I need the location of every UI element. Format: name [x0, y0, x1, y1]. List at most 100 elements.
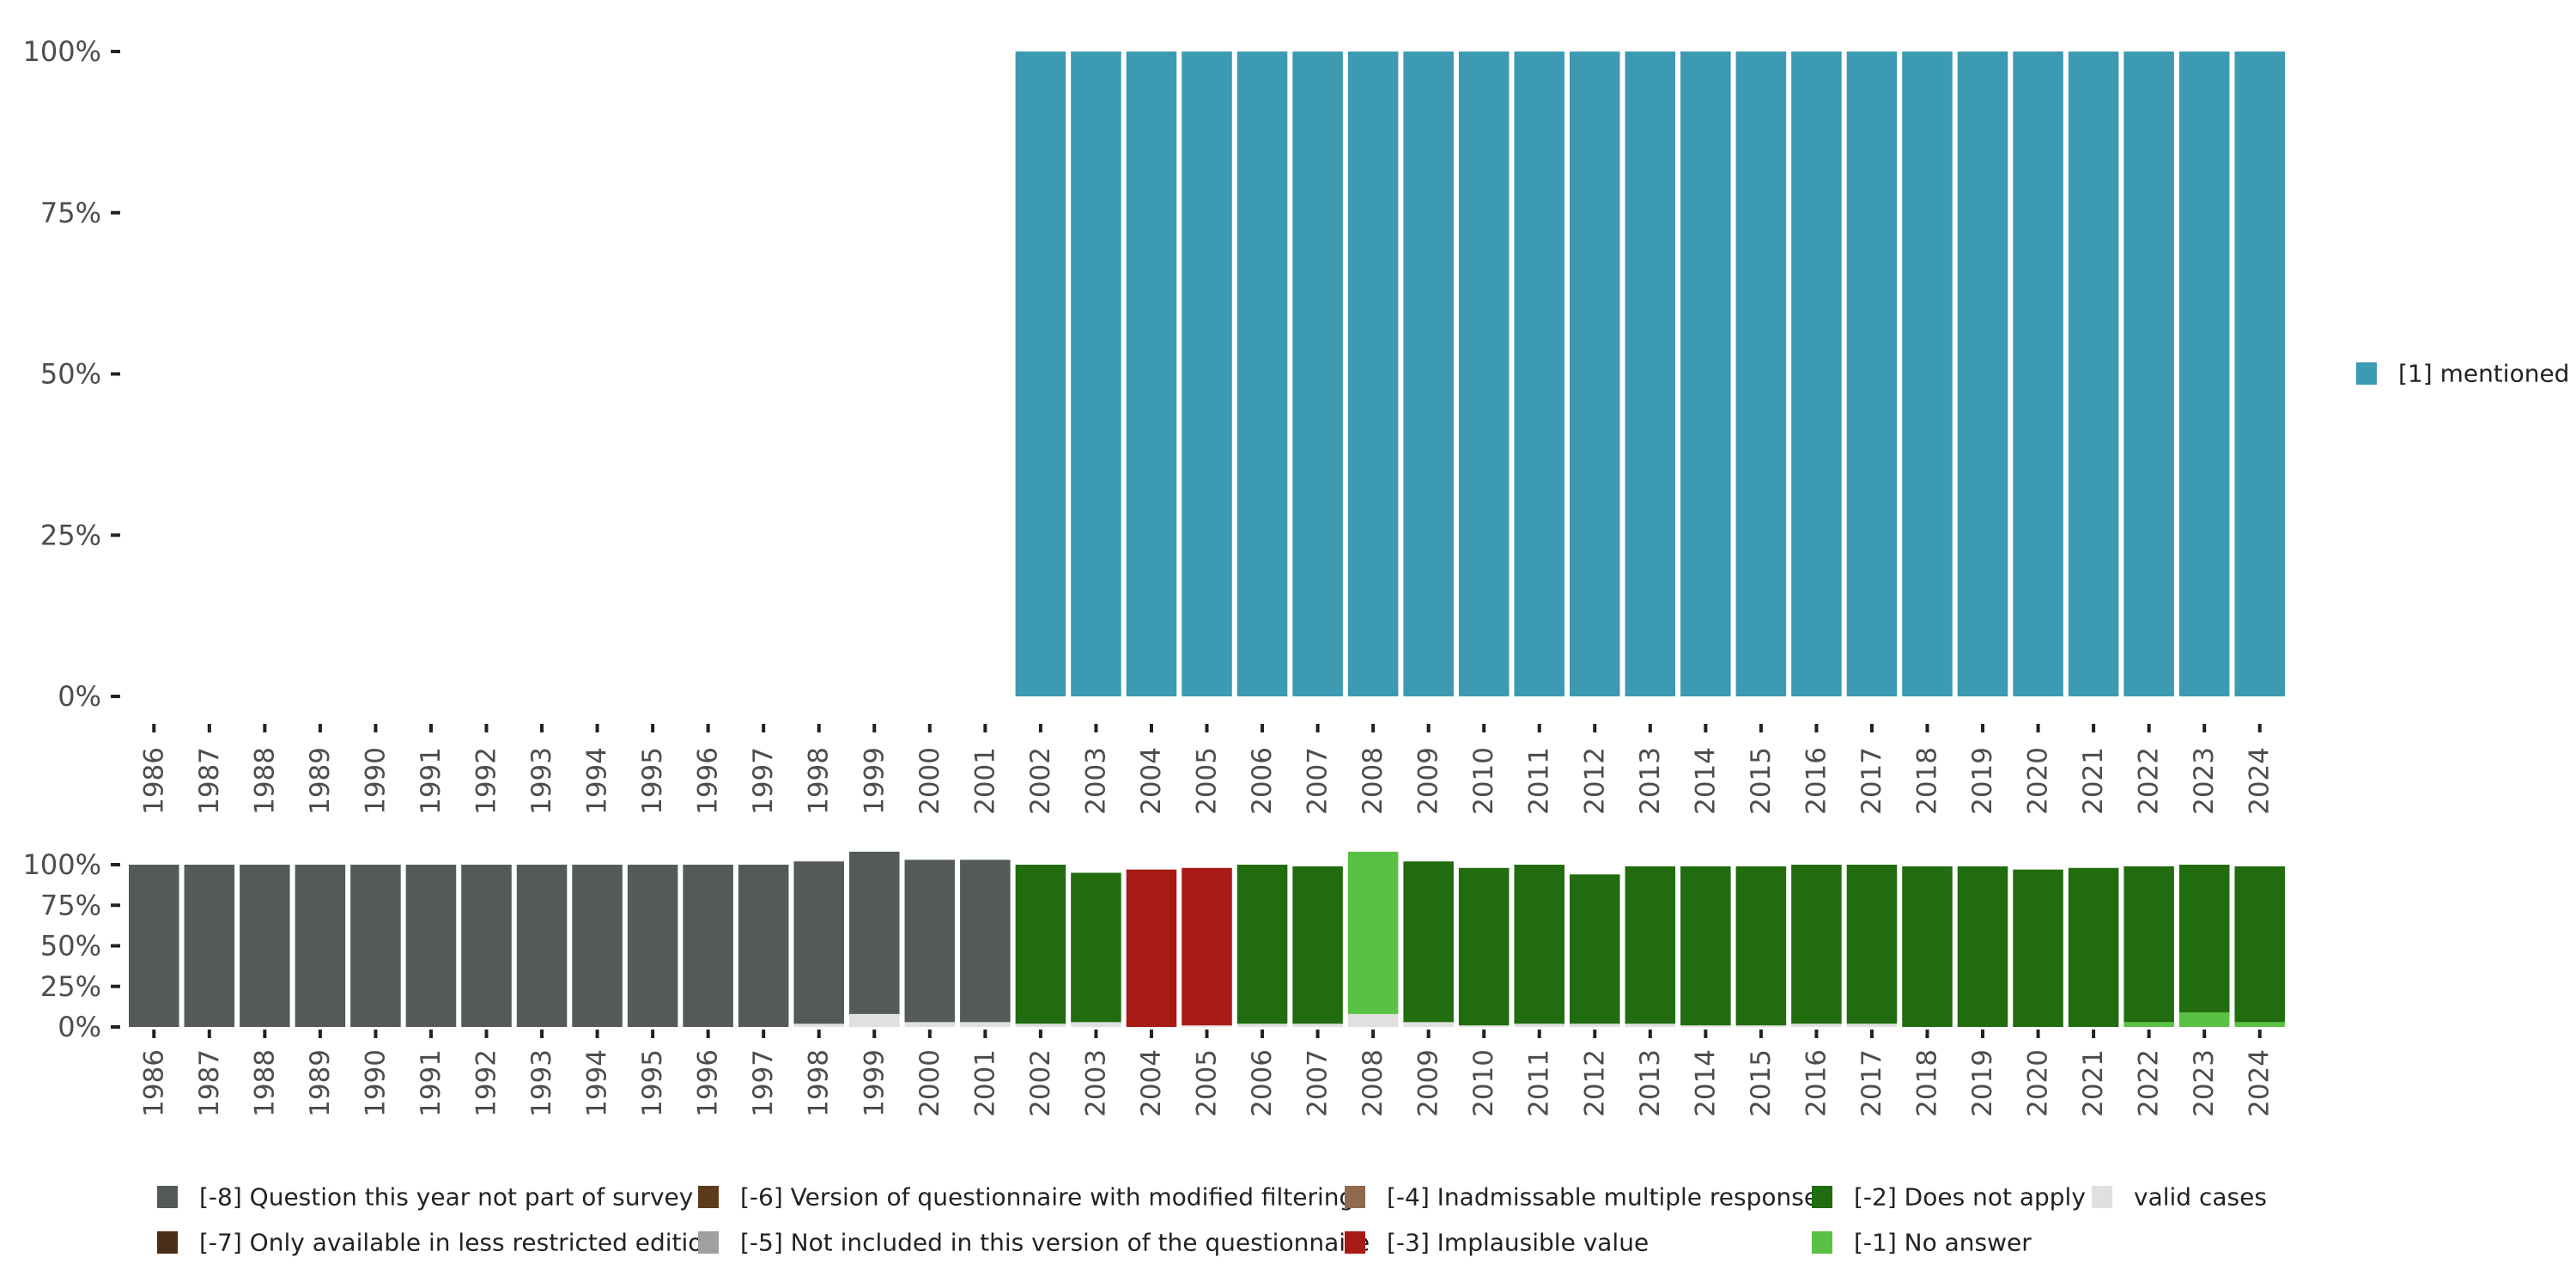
bottom-bar-2012--2-does-not-apply: [1570, 874, 1620, 1024]
bottom-x-tick-label: 1993: [526, 1049, 557, 1117]
top-x-tick-label: 1988: [249, 747, 280, 815]
bottom-x-tick-label: 2003: [1080, 1049, 1111, 1117]
bottom-bar-2013-valid-cases: [1625, 1024, 1676, 1027]
bottom-bar-2012-valid-cases: [1570, 1024, 1620, 1027]
bottom-bar-2000--8-question-this-year-not-part-of-survey: [904, 860, 956, 1023]
bottom-bar-2015--2-does-not-apply: [1735, 866, 1787, 1026]
bottom-bar-1996--8-question-this-year-not-part-of-survey: [683, 865, 733, 1027]
bottom-y-tick-label: 0%: [58, 1011, 101, 1043]
bottom-bar-1994--8-question-this-year-not-part-of-survey: [572, 865, 623, 1027]
bottom-bar-2016--2-does-not-apply: [1791, 865, 1842, 1024]
top-x-tick-label: 2010: [1468, 747, 1499, 815]
top-x-tick-label: 1993: [526, 747, 557, 815]
bottom-bar-2009-valid-cases: [1403, 1022, 1454, 1027]
bottom-y-tick-label: 25%: [40, 970, 101, 1003]
bottom-bar-2017--2-does-not-apply: [1846, 865, 1898, 1024]
bottom-bar-2004--3-implausible-value: [1126, 869, 1177, 1027]
bottom-x-tick-label: 2008: [1358, 1049, 1388, 1117]
legend-label: [1] mentioned: [2398, 360, 2569, 388]
bottom-bar-1991--8-question-this-year-not-part-of-survey: [405, 865, 457, 1027]
bottom-bar-2001--8-question-this-year-not-part-of-survey: [960, 860, 1011, 1023]
bottom-y-tick-label: 50%: [40, 930, 101, 963]
bottom-bar-2024--2-does-not-apply: [2234, 866, 2285, 1023]
legend-key--7-only-available-in-less-restricted-edition: [157, 1231, 178, 1254]
top-bar-2023--1-mentioned: [2178, 52, 2230, 696]
bottom-bar-2022--2-does-not-apply: [2123, 866, 2174, 1023]
legend-key--3-implausible-value: [1345, 1231, 1365, 1254]
top-x-tick-label: 1989: [305, 747, 336, 815]
bottom-x-tick-label: 1986: [138, 1049, 169, 1117]
top-x-tick-label: 2000: [914, 747, 945, 815]
bottom-x-tick-label: 2018: [1912, 1049, 1943, 1117]
bottom-x-tick-label: 1995: [637, 1049, 668, 1117]
top-y-tick-label: 0%: [58, 680, 101, 713]
top-x-tick-label: 1999: [859, 747, 890, 815]
top-bar-2017--1-mentioned: [1846, 52, 1898, 696]
top-x-tick-label: 1990: [360, 747, 391, 815]
bottom-bar-2011-valid-cases: [1514, 1024, 1564, 1027]
bottom-x-tick-label: 2009: [1413, 1049, 1444, 1117]
bottom-bar-2007--2-does-not-apply: [1292, 866, 1343, 1024]
top-bar-2015--1-mentioned: [1735, 52, 1787, 696]
bottom-x-tick-label: 2023: [2189, 1049, 2220, 1117]
bottom-x-tick-label: 2010: [1468, 1049, 1499, 1117]
top-bar-2011--1-mentioned: [1514, 52, 1564, 696]
top-x-tick-label: 2018: [1912, 747, 1943, 815]
top-x-tick-label: 2014: [1690, 747, 1721, 815]
legend-label: [-1] No answer: [1854, 1229, 2032, 1257]
top-x-tick-label: 2017: [1856, 747, 1887, 815]
bottom-bar-1986--8-question-this-year-not-part-of-survey: [129, 865, 179, 1027]
top-bar-2008--1-mentioned: [1347, 52, 1399, 696]
top-x-tick-label: 2009: [1413, 747, 1444, 815]
legend-label: [-7] Only available in less restricted e…: [199, 1229, 718, 1257]
top-x-tick-label: 1986: [138, 747, 169, 815]
bottom-bar-2008--1-no-answer: [1347, 851, 1399, 1014]
top-x-tick-label: 1991: [416, 747, 447, 815]
bottom-bar-2017-valid-cases: [1846, 1024, 1898, 1027]
bottom-bar-2006--2-does-not-apply: [1236, 865, 1288, 1024]
top-x-tick-label: 1996: [693, 747, 724, 815]
right-legend: [1] mentioned: [2356, 360, 2569, 388]
top-x-tick-label: 2013: [1635, 747, 1666, 815]
bottom-legend: [-8] Question this year not part of surv…: [157, 1183, 2267, 1257]
legend-key--6-version-of-questionnaire-with-modified-filtering: [698, 1186, 719, 1208]
top-x-tick-label: 1997: [748, 747, 779, 815]
bottom-bar-1999-valid-cases: [849, 1013, 900, 1027]
bottom-chart: 0% 25% 50% 75% 100% 1986 1987 1988 1989 1990 1991 1…: [23, 848, 2285, 1117]
bottom-bar-2021--2-does-not-apply: [2068, 867, 2119, 1027]
top-bar-2010--1-mentioned: [1458, 52, 1510, 696]
bottom-x-tick-label: 2020: [2023, 1049, 2054, 1117]
top-bar-2013--1-mentioned: [1625, 52, 1676, 696]
bottom-bar-2014-valid-cases: [1680, 1025, 1731, 1027]
bottom-x-tick-label: 2015: [1746, 1049, 1777, 1117]
bottom-bar-2023--2-does-not-apply: [2178, 865, 2230, 1012]
bottom-bar-2010-valid-cases: [1458, 1025, 1510, 1027]
bottom-x-tick-label: 1999: [859, 1049, 890, 1117]
legend-label: [-6] Version of questionnaire with modif…: [740, 1183, 1354, 1212]
bottom-x-tick-label: 2012: [1579, 1049, 1610, 1117]
top-x-tick-label: 2015: [1746, 747, 1777, 815]
top-x-tick-label: 2019: [1967, 747, 1998, 815]
legend-label: [-8] Question this year not part of surv…: [199, 1183, 693, 1212]
bottom-bar-1998-valid-cases: [793, 1024, 844, 1027]
bottom-x-tick-label: 2000: [914, 1049, 945, 1117]
top-bar-2019--1-mentioned: [1957, 52, 2008, 696]
legend-label: [-3] Implausible value: [1387, 1229, 1649, 1257]
bottom-x-tick-label: 2016: [1801, 1049, 1832, 1117]
bottom-bar-2003-valid-cases: [1071, 1022, 1121, 1027]
legend-label: [-4] Inadmissable multiple response: [1387, 1183, 1819, 1212]
bottom-x-tick-label: 1987: [194, 1049, 225, 1117]
top-x-tick-label: 1998: [804, 747, 835, 815]
bottom-bar-1999--8-question-this-year-not-part-of-survey: [849, 851, 900, 1014]
bottom-bar-1995--8-question-this-year-not-part-of-survey: [627, 865, 678, 1027]
bottom-x-tick-label: 2011: [1524, 1049, 1555, 1117]
top-x-tick-label: 2024: [2245, 747, 2275, 815]
top-y-tick-label: 25%: [40, 519, 101, 551]
top-bar-2007--1-mentioned: [1292, 52, 1343, 696]
bottom-bar-1989--8-question-this-year-not-part-of-survey: [295, 865, 346, 1027]
top-bar-2005--1-mentioned: [1182, 52, 1232, 696]
top-bar-2016--1-mentioned: [1791, 52, 1842, 696]
top-bar-2009--1-mentioned: [1403, 52, 1454, 696]
bottom-x-tick-label: 2022: [2134, 1049, 2165, 1117]
top-bar-2006--1-mentioned: [1236, 52, 1288, 696]
